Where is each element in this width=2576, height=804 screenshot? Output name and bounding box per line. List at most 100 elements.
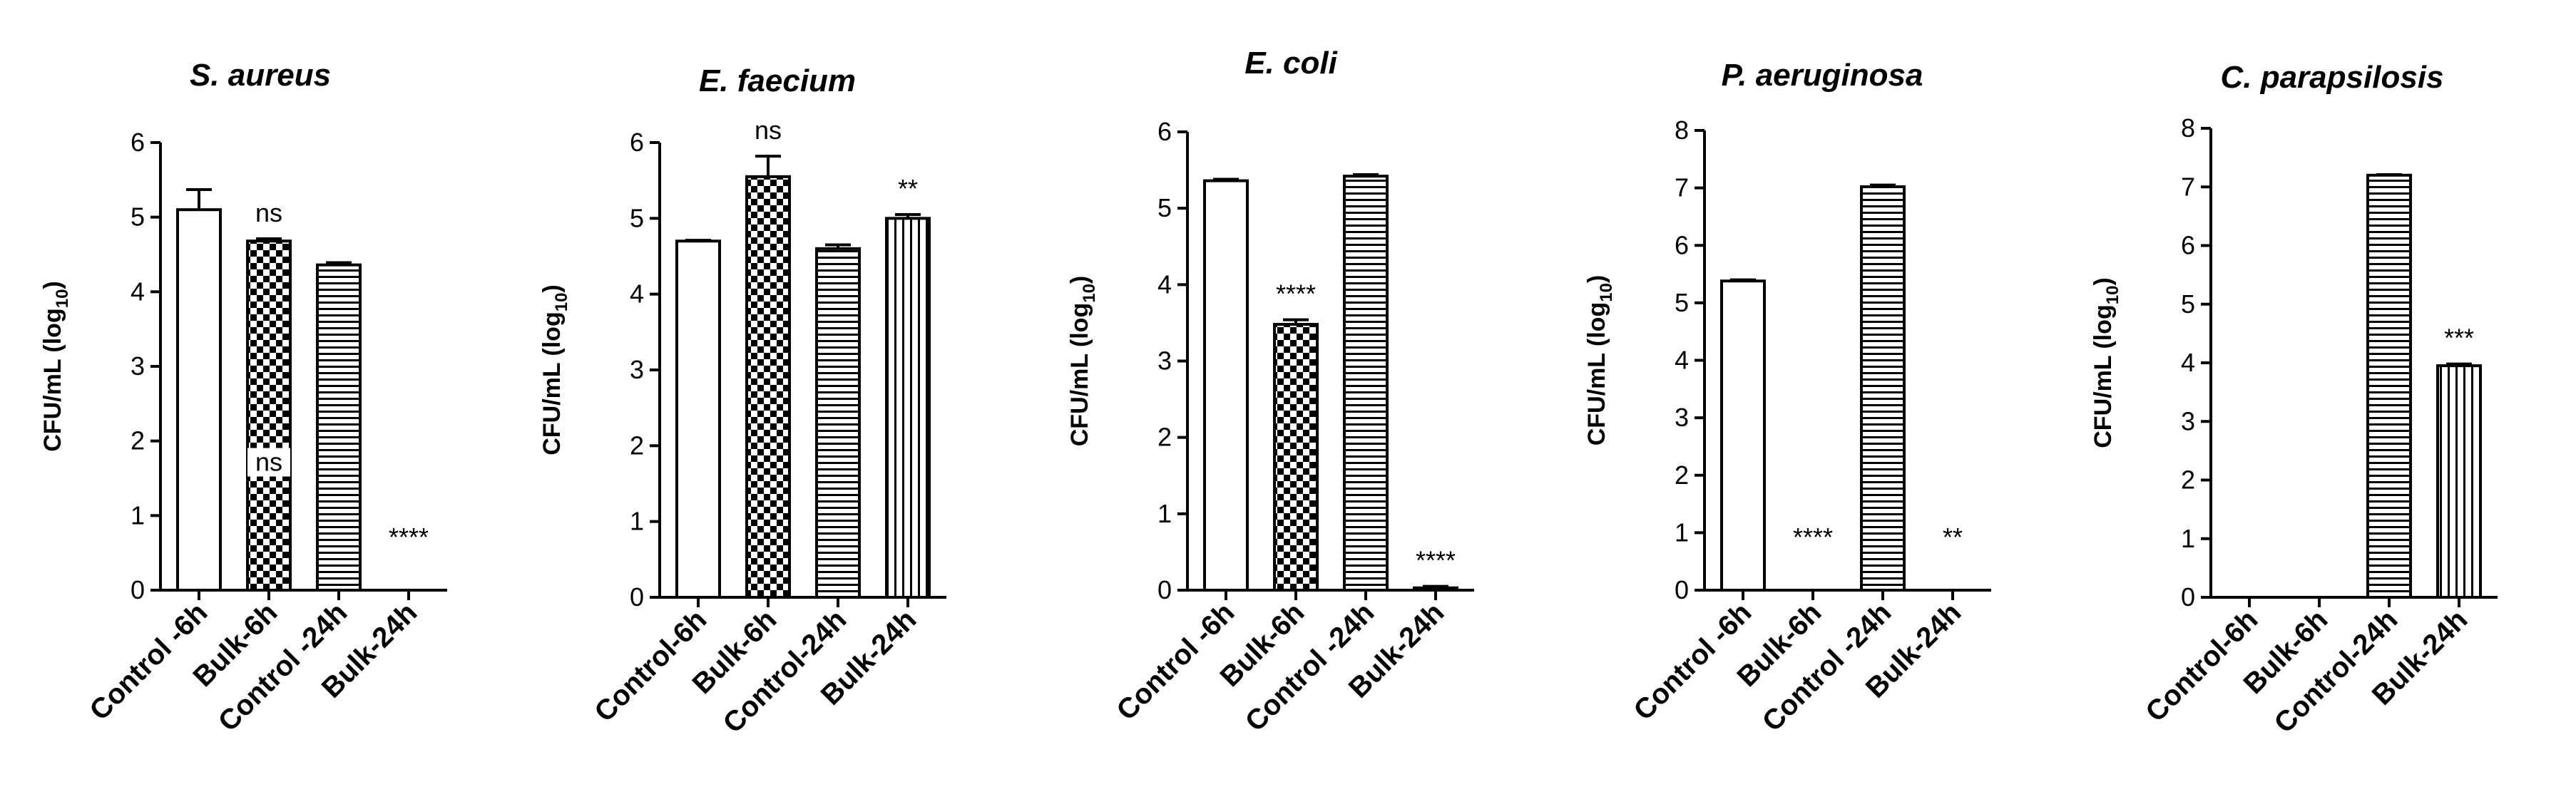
significance-label: **** — [1793, 522, 1833, 552]
y-tick-label: 3 — [630, 355, 644, 384]
y-axis-label: CFU/mL (log10) — [1583, 275, 1616, 446]
y-tick-label: 5 — [630, 203, 644, 232]
bar — [885, 217, 931, 599]
chart-panel-1: S. aureus 0 1 2 3 4 5 6 CFU/mL (log10) Control -6… — [39, 58, 447, 738]
x-tick-label: Control -6h — [83, 597, 213, 726]
bar — [1343, 175, 1389, 592]
y-axis-label-subscript: 10 — [53, 289, 72, 309]
y-tick-label: 1 — [630, 507, 644, 536]
y-tick-label: 6 — [630, 128, 644, 157]
bar — [176, 208, 222, 592]
chart-title: C. parapsilosis — [2220, 60, 2443, 95]
x-tick-label: Control-6h — [2140, 604, 2264, 728]
y-axis-label-close: ) — [39, 281, 66, 289]
y-tick-label: 2 — [1675, 460, 1689, 490]
bar — [2436, 364, 2482, 599]
y-tick-label: 1 — [1675, 517, 1689, 547]
bar — [745, 175, 791, 599]
y-axis-label: CFU/mL (log10) — [2090, 277, 2122, 448]
significance-label: ns — [755, 115, 782, 145]
y-axis-label: CFU/mL (log10) — [538, 284, 571, 455]
x-tick-label: Control-6h — [588, 604, 712, 728]
y-tick-label: 1 — [1157, 499, 1172, 528]
y-axis-label-main: CFU/mL (log — [1066, 303, 1093, 446]
y-tick-label: 0 — [131, 575, 145, 604]
bar — [675, 239, 721, 599]
significance-label: ns — [255, 198, 282, 227]
significance-label: *** — [2444, 324, 2474, 353]
y-tick-label: 7 — [2181, 172, 2195, 201]
y-axis-label-close: ) — [1066, 276, 1093, 284]
y-axis-label-main: CFU/mL (log — [538, 311, 566, 455]
y-axis-label-close: ) — [2090, 277, 2117, 285]
chart-title: S. aureus — [190, 58, 331, 93]
y-axis-label: CFU/mL (log10) — [1066, 276, 1099, 447]
y-tick-label: 6 — [2181, 231, 2195, 260]
bar — [246, 239, 292, 592]
bar — [1273, 323, 1319, 592]
y-tick-label: 8 — [1675, 115, 1689, 145]
bar — [1413, 586, 1458, 592]
bar — [1720, 279, 1766, 592]
y-tick-label: 2 — [1157, 423, 1172, 452]
significance-label: ** — [898, 174, 918, 203]
y-tick-label: 7 — [1675, 173, 1689, 202]
y-tick-label: 0 — [1675, 575, 1689, 604]
bar — [2366, 173, 2412, 599]
y-tick-label: 3 — [1157, 346, 1172, 376]
bar — [316, 263, 362, 592]
y-axis-label-subscript: 10 — [1080, 284, 1099, 303]
y-axis-label-main: CFU/mL (log — [1583, 302, 1610, 445]
y-tick-label: 5 — [1157, 193, 1172, 222]
y-tick-label: 6 — [1157, 117, 1172, 146]
y-axis-label-subscript: 10 — [1597, 283, 1616, 302]
chart-panel-3: E. coli 0 1 2 3 4 5 6 CFU/mL (log10) Control -6h *… — [1066, 46, 1474, 738]
y-axis-label-subscript: 10 — [552, 293, 571, 312]
significance-label: **** — [1416, 546, 1456, 575]
chart-panel-4: P. aeruginosa 0 1 2 3 4 5 6 7 8 CFU/mL (log10) Cont… — [1583, 58, 1991, 738]
y-axis-label-close: ) — [1583, 275, 1610, 283]
significance-label: **** — [1276, 279, 1316, 309]
y-tick-label: 5 — [1675, 288, 1689, 317]
y-tick-label: 2 — [2181, 465, 2195, 495]
y-tick-label: 6 — [1675, 230, 1689, 259]
y-tick-label: 4 — [1675, 346, 1689, 375]
significance-label: ** — [1943, 522, 1963, 552]
y-axis-label-main: CFU/mL (log — [39, 308, 66, 451]
y-axis-label: CFU/mL (log10) — [39, 281, 72, 452]
y-tick-label: 6 — [131, 128, 145, 157]
x-tick-label: Control -6h — [1627, 597, 1757, 726]
bar — [1860, 185, 1906, 592]
bar — [1203, 179, 1249, 592]
y-tick-label: 2 — [630, 431, 644, 460]
y-tick-label: 0 — [2181, 582, 2195, 612]
y-tick-label: 2 — [131, 426, 145, 455]
y-tick-label: 4 — [131, 277, 145, 306]
y-tick-label: 5 — [2181, 289, 2195, 319]
y-tick-label: 3 — [1675, 403, 1689, 432]
y-axis-label-main: CFU/mL (log — [2090, 304, 2117, 448]
y-tick-label: 5 — [131, 202, 145, 232]
y-tick-label: 4 — [630, 279, 644, 309]
y-tick-label: 1 — [131, 500, 145, 530]
y-axis-label-subscript: 10 — [2103, 286, 2122, 305]
chart-title: P. aeruginosa — [1722, 58, 1923, 93]
significance-label: **** — [389, 522, 429, 552]
y-tick-label: 4 — [2181, 348, 2195, 377]
y-axis-label-close: ) — [538, 284, 566, 292]
y-tick-label: 8 — [2181, 113, 2195, 143]
y-tick-label: 4 — [1157, 269, 1172, 299]
chart-title: E. coli — [1244, 46, 1337, 81]
bar-inner-label: ns — [255, 448, 282, 477]
x-tick-label: Control -6h — [1110, 597, 1240, 726]
chart-panel-2: E. faecium 0 1 2 3 4 5 6 CFU/mL (log10) Control-6… — [538, 63, 946, 739]
chart-title: E. faecium — [699, 63, 856, 98]
y-tick-label: 3 — [2181, 406, 2195, 436]
bar — [815, 247, 861, 599]
chart-panel-5: C. parapsilosis 0 1 2 3 4 5 6 7 8 CFU/mL (log10) Co… — [2090, 60, 2498, 739]
y-tick-label: 1 — [2181, 524, 2195, 553]
y-tick-label: 3 — [131, 351, 145, 381]
y-tick-label: 0 — [1157, 575, 1172, 604]
inner-label-bg — [247, 448, 290, 477]
